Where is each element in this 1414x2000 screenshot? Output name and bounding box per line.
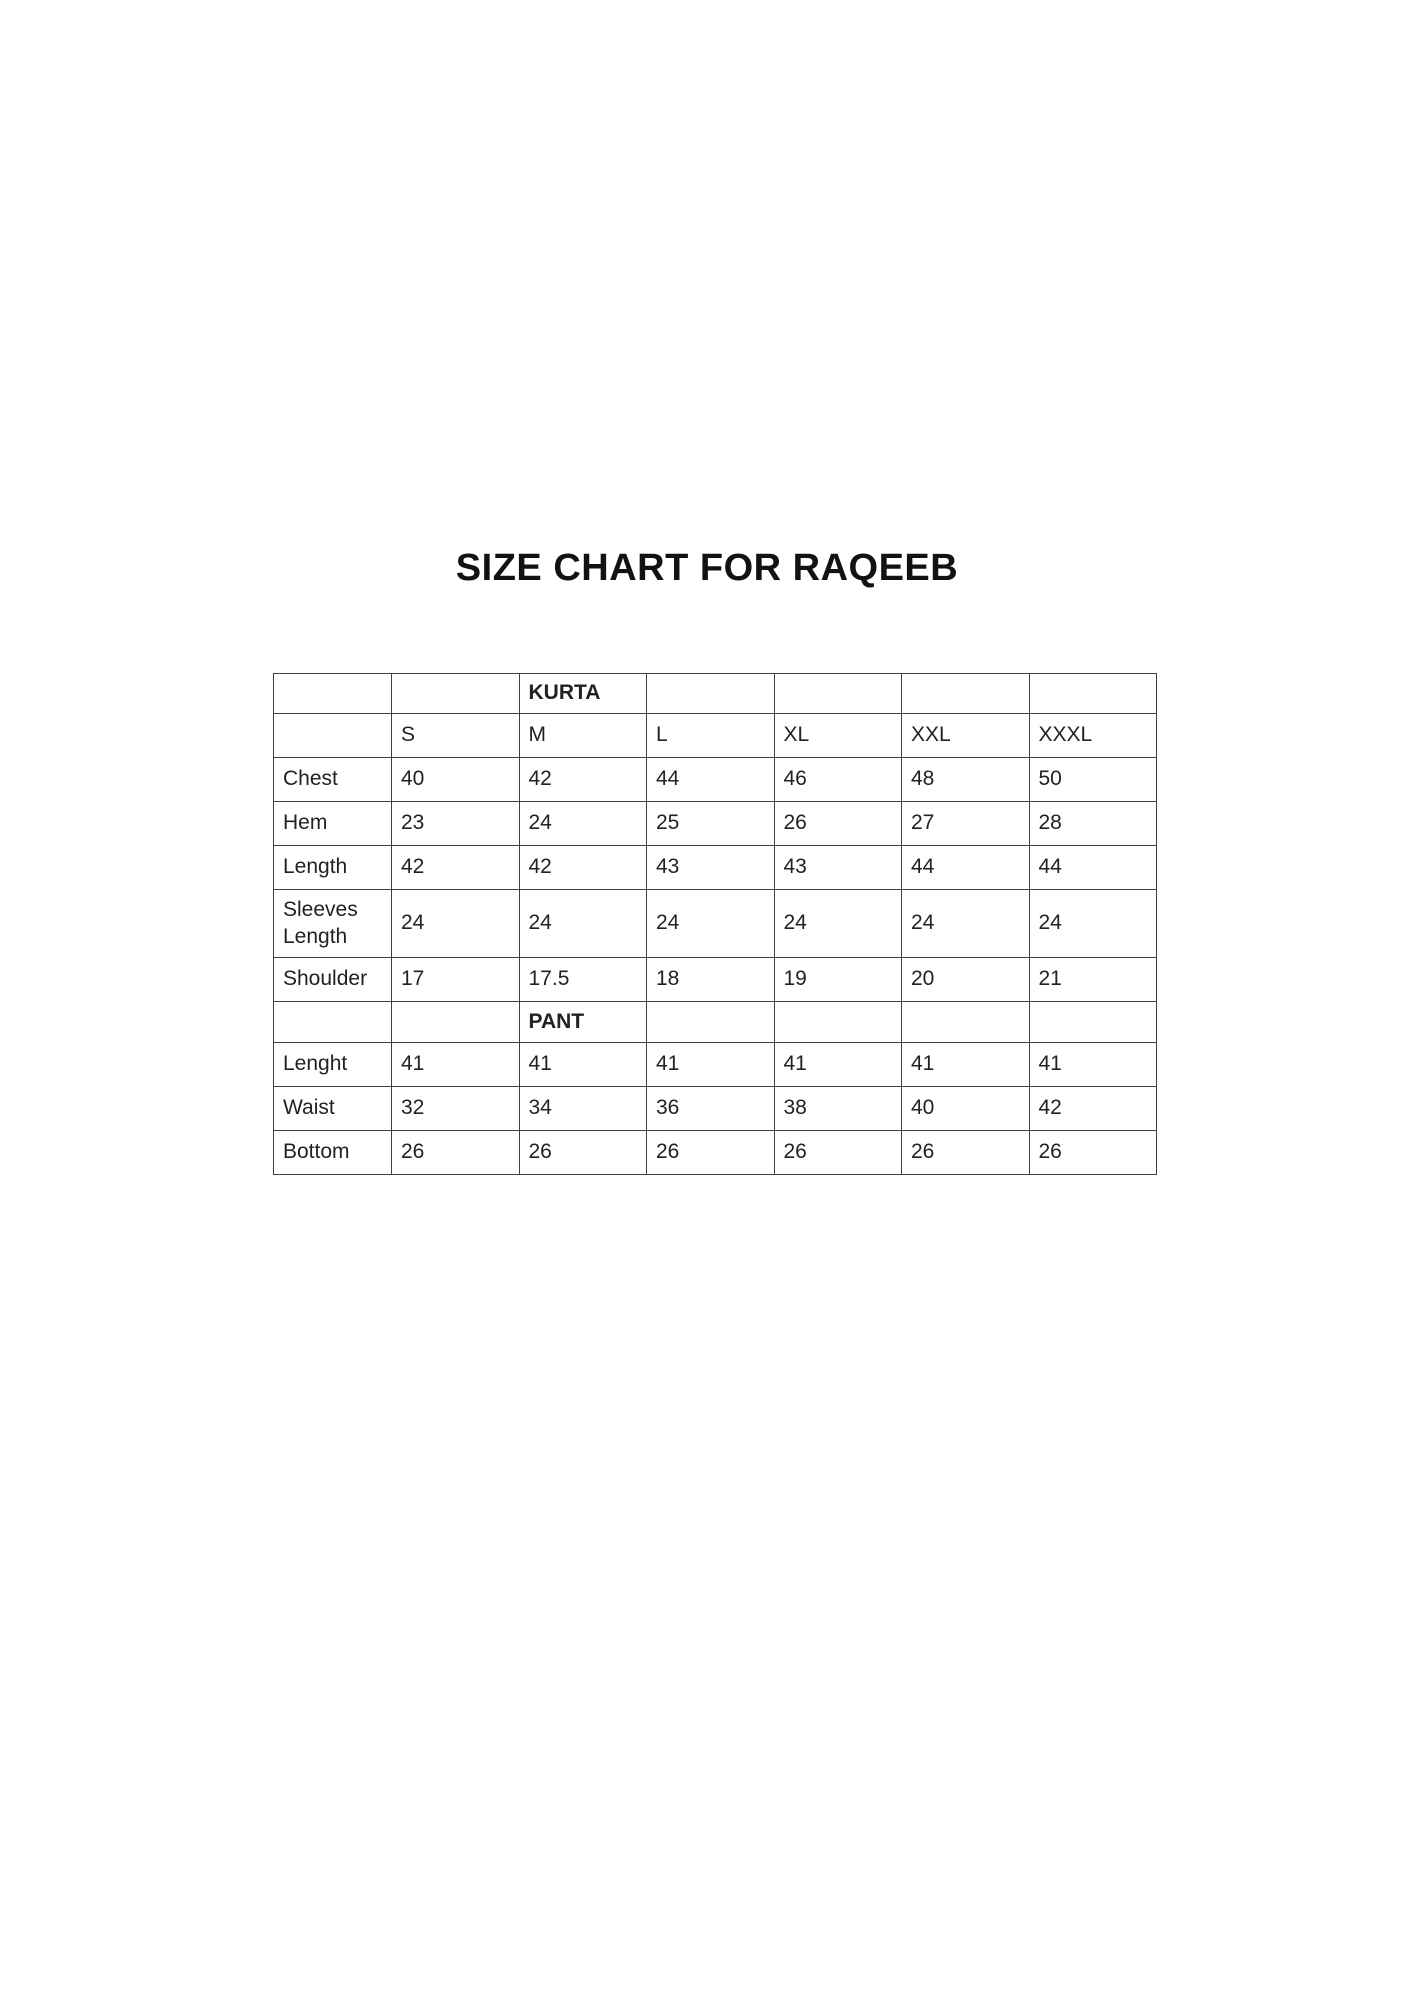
kurta-section-label: KURTA [518, 673, 647, 714]
row-label-sleeves-length: Sleeves Length [273, 889, 392, 958]
hem-value-xl: 26 [773, 801, 902, 846]
length-value-m: 42 [518, 845, 647, 890]
row-label-chest: Chest [273, 757, 392, 802]
empty-cell [773, 673, 902, 714]
size-header-m: M [518, 713, 647, 758]
chest-value-l: 44 [646, 757, 775, 802]
pant-waist-row: Waist 32 34 36 38 40 42 [273, 1086, 1157, 1131]
page-title: SIZE CHART FOR RAQEEB [455, 547, 959, 589]
bottom-value-xxl: 26 [901, 1130, 1030, 1175]
pant-length-value-xl: 41 [773, 1042, 902, 1087]
kurta-chest-row: Chest 40 42 44 46 48 50 [273, 757, 1157, 802]
empty-cell [273, 673, 392, 714]
size-header-l: L [646, 713, 775, 758]
size-table: KURTA S M L XL XXL XXXL Chest 40 42 44 [273, 673, 1157, 1175]
hem-value-s: 23 [391, 801, 520, 846]
length-value-xxl: 44 [901, 845, 1030, 890]
length-value-s: 42 [391, 845, 520, 890]
kurta-length-row: Length 42 42 43 43 44 44 [273, 845, 1157, 890]
bottom-value-xl: 26 [773, 1130, 902, 1175]
bottom-value-l: 26 [646, 1130, 775, 1175]
empty-cell [391, 673, 520, 714]
empty-cell [646, 1001, 775, 1043]
empty-cell [901, 673, 1030, 714]
length-value-xxxl: 44 [1028, 845, 1157, 890]
bottom-value-xxxl: 26 [1028, 1130, 1157, 1175]
waist-value-xl: 38 [773, 1086, 902, 1131]
waist-value-s: 32 [391, 1086, 520, 1131]
row-label-shoulder: Shoulder [273, 957, 392, 1002]
waist-value-xxl: 40 [901, 1086, 1030, 1131]
kurta-sleeves-length-row: Sleeves Length 24 24 24 24 24 24 [273, 889, 1157, 958]
chest-value-m: 42 [518, 757, 647, 802]
hem-value-l: 25 [646, 801, 775, 846]
pant-length-value-l: 41 [646, 1042, 775, 1087]
size-header-s: S [391, 713, 520, 758]
pant-section-row: PANT [273, 1001, 1157, 1043]
pant-length-value-xxxl: 41 [1028, 1042, 1157, 1087]
pant-length-value-m: 41 [518, 1042, 647, 1087]
hem-value-xxl: 27 [901, 801, 1030, 846]
kurta-section-row: KURTA [273, 673, 1157, 714]
shoulder-value-xxxl: 21 [1028, 957, 1157, 1002]
shoulder-value-l: 18 [646, 957, 775, 1002]
sleeves-value-m: 24 [518, 889, 647, 958]
empty-cell [901, 1001, 1030, 1043]
row-label-waist: Waist [273, 1086, 392, 1131]
size-header-xl: XL [773, 713, 902, 758]
row-label-lenght: Lenght [273, 1042, 392, 1087]
bottom-value-m: 26 [518, 1130, 647, 1175]
shoulder-value-s: 17 [391, 957, 520, 1002]
chest-value-xxl: 48 [901, 757, 1030, 802]
empty-cell [646, 673, 775, 714]
length-value-l: 43 [646, 845, 775, 890]
size-header-row: S M L XL XXL XXXL [273, 713, 1157, 758]
row-label-length: Length [273, 845, 392, 890]
shoulder-value-xl: 19 [773, 957, 902, 1002]
row-label-bottom: Bottom [273, 1130, 392, 1175]
waist-value-l: 36 [646, 1086, 775, 1131]
sleeves-value-s: 24 [391, 889, 520, 958]
empty-cell [273, 713, 392, 758]
hem-value-xxxl: 28 [1028, 801, 1157, 846]
pant-length-value-s: 41 [391, 1042, 520, 1087]
chest-value-s: 40 [391, 757, 520, 802]
empty-cell [1028, 1001, 1157, 1043]
waist-value-xxxl: 42 [1028, 1086, 1157, 1131]
chest-value-xxxl: 50 [1028, 757, 1157, 802]
sleeves-value-l: 24 [646, 889, 775, 958]
size-header-xxl: XXL [901, 713, 1030, 758]
sleeves-value-xl: 24 [773, 889, 902, 958]
pant-length-value-xxl: 41 [901, 1042, 1030, 1087]
pant-bottom-row: Bottom 26 26 26 26 26 26 [273, 1130, 1157, 1175]
empty-cell [1028, 673, 1157, 714]
sleeves-value-xxl: 24 [901, 889, 1030, 958]
hem-value-m: 24 [518, 801, 647, 846]
chest-value-xl: 46 [773, 757, 902, 802]
length-value-xl: 43 [773, 845, 902, 890]
row-label-hem: Hem [273, 801, 392, 846]
pant-lenght-row: Lenght 41 41 41 41 41 41 [273, 1042, 1157, 1087]
empty-cell [773, 1001, 902, 1043]
sleeves-value-xxxl: 24 [1028, 889, 1157, 958]
kurta-hem-row: Hem 23 24 25 26 27 28 [273, 801, 1157, 846]
shoulder-value-m: 17.5 [518, 957, 647, 1002]
waist-value-m: 34 [518, 1086, 647, 1131]
size-header-xxxl: XXXL [1028, 713, 1157, 758]
empty-cell [391, 1001, 520, 1043]
bottom-value-s: 26 [391, 1130, 520, 1175]
pant-section-label: PANT [518, 1001, 647, 1043]
kurta-shoulder-row: Shoulder 17 17.5 18 19 20 21 [273, 957, 1157, 1002]
empty-cell [273, 1001, 392, 1043]
shoulder-value-xxl: 20 [901, 957, 1030, 1002]
